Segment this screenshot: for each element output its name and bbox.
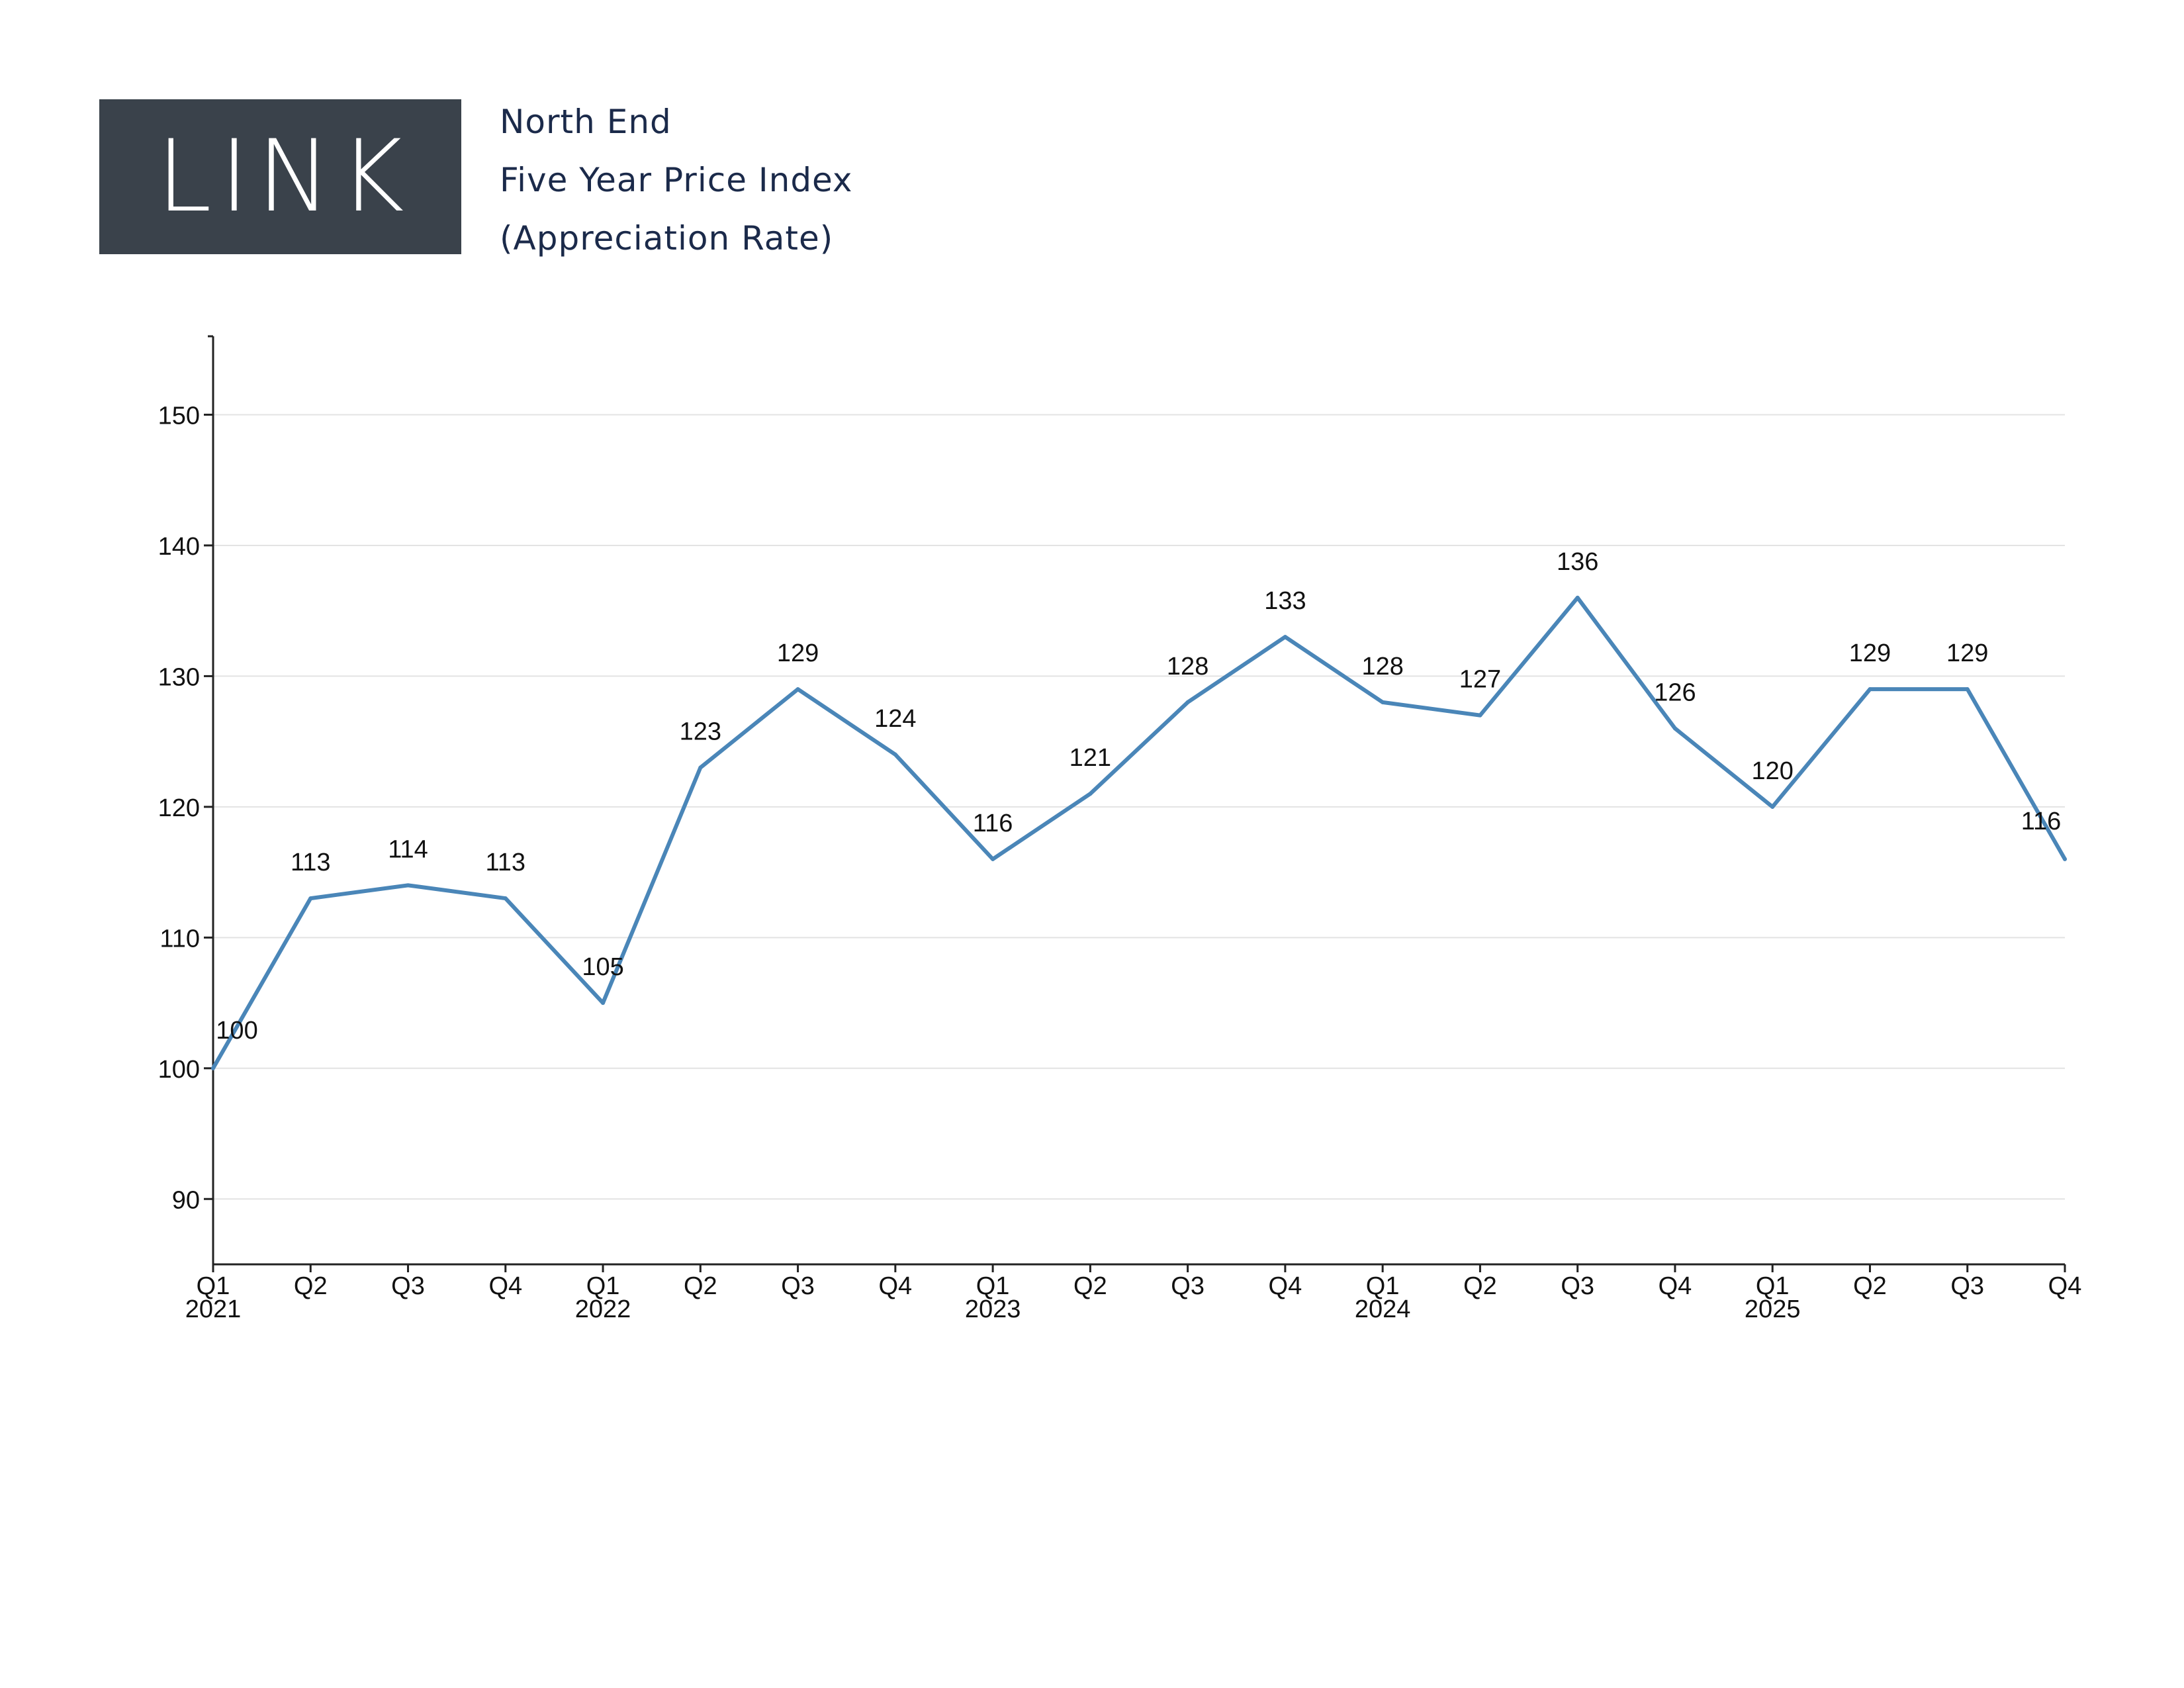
x-tick-label: Q2 [1853, 1272, 1887, 1300]
data-label: 127 [1459, 666, 1501, 694]
data-label: 100 [216, 1017, 257, 1045]
series-line [211, 595, 2067, 1070]
y-tick-label: 120 [158, 794, 200, 822]
y-tick-label: 130 [158, 663, 200, 691]
x-tick-label: Q3 [1171, 1272, 1205, 1300]
data-label: 136 [1557, 548, 1598, 576]
x-tick-label: Q1 [197, 1272, 230, 1300]
data-label: 128 [1361, 653, 1403, 680]
data-point [1478, 713, 1482, 718]
data-point [1575, 595, 1580, 600]
x-tick-label: Q3 [1561, 1272, 1594, 1300]
data-point [1185, 700, 1190, 704]
data-point [1088, 792, 1093, 796]
data-label: 114 [388, 835, 428, 863]
x-tick-label: Q1 [1366, 1272, 1400, 1300]
x-tick-label: Q2 [294, 1272, 328, 1300]
data-label: 113 [485, 849, 525, 876]
data-label: 124 [874, 705, 916, 733]
x-tick-label: Q4 [2048, 1272, 2082, 1300]
data-point [211, 1066, 215, 1070]
data-label: 116 [973, 810, 1013, 837]
y-tick-label: 100 [158, 1056, 200, 1084]
chart-header: North End Five Year Price Index (Appreci… [500, 93, 853, 267]
x-tick-label: Q4 [1269, 1272, 1302, 1300]
y-tick-label: 110 [159, 925, 200, 953]
data-point [308, 896, 313, 901]
data-point [796, 687, 800, 692]
y-tick-label: 150 [158, 402, 200, 430]
x-year-label: 2023 [965, 1295, 1021, 1323]
index-title: Five Year Price Index [500, 161, 853, 199]
data-label: 121 [1069, 744, 1111, 772]
data-label: 129 [777, 639, 819, 667]
x-tick-label: Q3 [1950, 1272, 1984, 1300]
x-year-label: 2025 [1745, 1295, 1801, 1323]
data-point [601, 1001, 606, 1006]
logo-text: LINK [156, 119, 412, 234]
data-point [991, 857, 995, 861]
data-point [1672, 726, 1677, 731]
neighborhood-title: North End [500, 103, 672, 141]
x-tick-label: Q3 [781, 1272, 815, 1300]
x-tick-label: Q2 [1073, 1272, 1107, 1300]
x-tick-label: Q4 [878, 1272, 912, 1300]
x-tick-label: Q1 [1756, 1272, 1790, 1300]
data-label: 113 [291, 849, 331, 876]
y-tick-label: 90 [172, 1186, 200, 1214]
x-tick-label: Q2 [1463, 1272, 1497, 1300]
x-tick-label: Q4 [488, 1272, 522, 1300]
data-point [1868, 687, 1872, 692]
x-tick-label: Q1 [586, 1272, 620, 1300]
data-point [2063, 857, 2067, 861]
data-label: 129 [1946, 639, 1988, 667]
data-point [406, 883, 410, 888]
data-point [893, 752, 897, 757]
data-label: 123 [680, 718, 721, 746]
data-label: 126 [1654, 679, 1696, 706]
x-year-label: 2024 [1355, 1295, 1411, 1323]
x-tick-label: Q2 [684, 1272, 717, 1300]
data-label: 133 [1264, 587, 1306, 615]
data-point [1283, 635, 1287, 639]
x-tick-label: Q3 [391, 1272, 425, 1300]
x-year-label: 2021 [185, 1295, 242, 1323]
data-point [1965, 687, 1970, 692]
data-point [503, 896, 508, 901]
x-year-label: 2022 [575, 1295, 631, 1323]
data-label: 120 [1752, 757, 1794, 785]
link-logo: LINK [99, 99, 461, 254]
data-label: 105 [582, 953, 623, 981]
x-tick-label: Q4 [1659, 1272, 1692, 1300]
data-point [1381, 700, 1385, 704]
rate-subtitle: (Appreciation Rate) [500, 219, 834, 258]
y-tick-label: 140 [158, 533, 200, 561]
data-label: 129 [1849, 639, 1891, 667]
data-point [1770, 804, 1775, 809]
data-point [698, 765, 703, 770]
x-tick-label: Q1 [976, 1272, 1010, 1300]
data-label: 116 [2021, 808, 2062, 835]
data-label: 128 [1167, 653, 1208, 680]
